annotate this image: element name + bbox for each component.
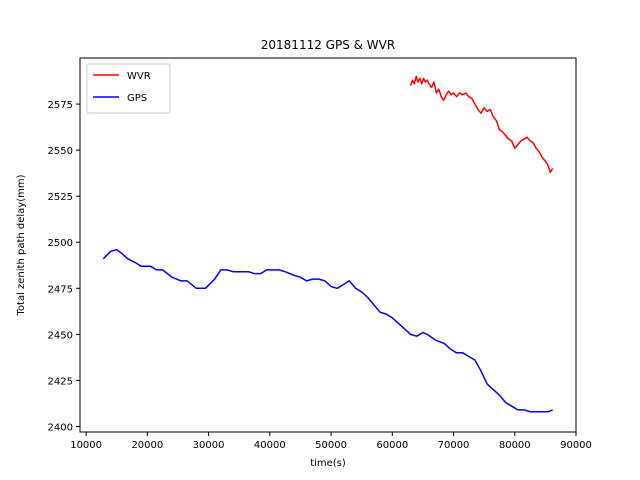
- y-axis-label: Total zenith path delay(mm): [16, 174, 27, 316]
- y-axis-ticks: 2400 2425 2450 2475 2500 2525 2550 2575: [48, 100, 80, 433]
- plot-frame: [79, 57, 577, 433]
- x-tick-label: 40000: [254, 440, 286, 451]
- y-tick-label: 2475: [48, 284, 73, 295]
- series-line-wvr: [409, 75, 554, 173]
- series-line-gps: [102, 248, 553, 413]
- x-tick-label: 50000: [315, 440, 347, 451]
- y-tick-label: 2575: [48, 100, 73, 111]
- x-tick-label: 70000: [438, 440, 470, 451]
- y-tick-label: 2550: [48, 146, 73, 157]
- y-tick-label: 2500: [48, 238, 73, 249]
- x-tick-label: 10000: [70, 440, 102, 451]
- series-group: [102, 75, 554, 413]
- y-tick-label: 2400: [48, 422, 73, 433]
- x-axis-ticks: 10000 20000 30000 40000 50000 60000 70000 80000…: [70, 432, 592, 451]
- legend-label-wvr: WVR: [127, 71, 151, 82]
- y-tick-label: 2425: [48, 376, 73, 387]
- legend-label-gps: GPS: [127, 93, 147, 104]
- y-tick-label: 2450: [48, 330, 73, 341]
- x-tick-label: 90000: [560, 440, 592, 451]
- legend: WVR GPS: [86, 63, 171, 114]
- y-tick-label: 2525: [48, 192, 73, 203]
- x-tick-label: 80000: [499, 440, 531, 451]
- x-tick-label: 60000: [376, 440, 408, 451]
- chart-title: 20181112 GPS & WVR: [261, 38, 395, 52]
- legend-box: [86, 63, 171, 114]
- x-tick-label: 30000: [193, 440, 225, 451]
- x-axis-label: time(s): [310, 458, 346, 469]
- x-tick-label: 20000: [131, 440, 163, 451]
